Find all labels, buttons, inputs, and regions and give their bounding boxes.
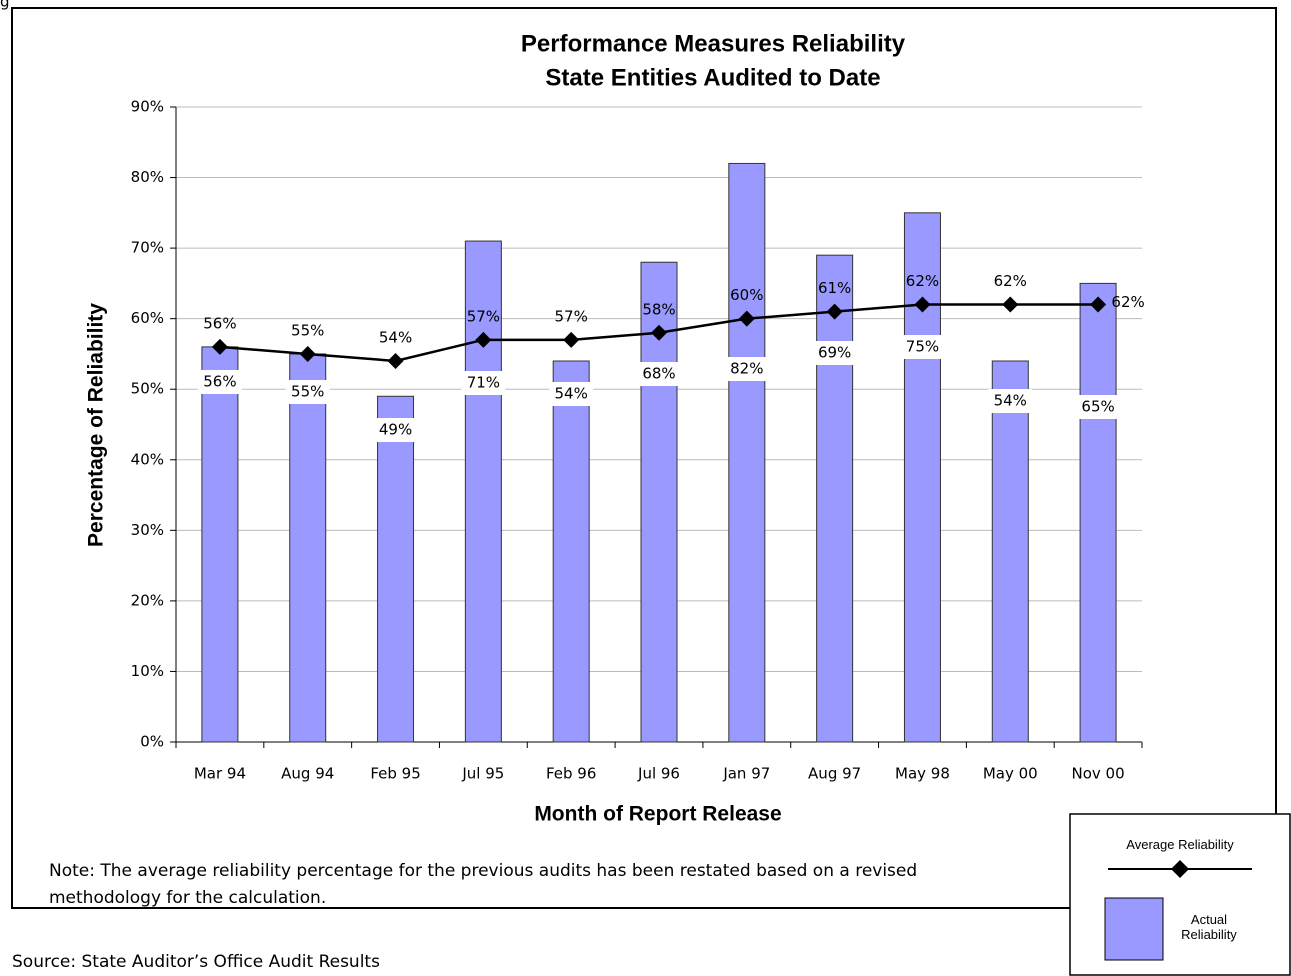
value-label-bg	[285, 380, 330, 404]
value-label: 57%	[467, 307, 500, 325]
chart-title: Performance Measures Reliability	[521, 30, 906, 57]
y-tick-label: 0%	[140, 733, 164, 751]
value-label: 55%	[291, 383, 324, 401]
value-label: 62%	[1111, 293, 1144, 311]
value-label-bg	[637, 362, 681, 386]
value-label-bg	[900, 335, 945, 359]
y-tick-label: 30%	[131, 521, 164, 539]
bar	[464, 240, 502, 743]
value-label-bg	[812, 341, 857, 365]
value-label: 49%	[379, 421, 412, 439]
value-label-bg	[461, 371, 506, 395]
value-label: 56%	[203, 314, 236, 332]
note: Note: The average reliability percentage…	[49, 861, 918, 908]
value-label: 69%	[818, 344, 851, 362]
marker	[1090, 296, 1107, 313]
value-label: 54%	[994, 392, 1027, 410]
value-label: 57%	[555, 307, 588, 325]
bar	[377, 395, 415, 743]
value-label: 71%	[467, 374, 500, 392]
value-label: 55%	[291, 321, 324, 339]
marker	[914, 296, 931, 313]
value-label-bg	[724, 357, 769, 381]
y-tick-label: 70%	[131, 239, 164, 257]
y-tick-label: 20%	[131, 591, 164, 609]
bar	[816, 254, 854, 743]
legend-marker	[1171, 860, 1189, 878]
y-tick-label: 50%	[131, 380, 164, 398]
marker	[563, 331, 580, 348]
bar	[552, 360, 590, 743]
marker	[738, 310, 755, 327]
value-label-bg	[549, 382, 594, 406]
value-label-bg	[373, 418, 418, 442]
marker	[826, 303, 843, 320]
source: Source: State Auditor’s Office Audit Res…	[12, 952, 380, 972]
y-tick-label: 90%	[131, 98, 164, 116]
bar	[201, 346, 239, 743]
bar	[903, 212, 941, 743]
value-label: 58%	[642, 300, 675, 318]
x-tick-label: Jul 95	[461, 765, 504, 783]
y-tick-label: 40%	[131, 450, 164, 468]
legend-label: Average Reliability	[1126, 837, 1234, 852]
value-label: 82%	[730, 360, 763, 378]
x-axis-label: Month of Report Release	[534, 803, 781, 826]
bar	[289, 353, 327, 743]
x-tick-label: Feb 96	[546, 765, 596, 783]
x-tick-label: May 00	[983, 765, 1038, 783]
marker	[299, 345, 316, 362]
bar	[640, 261, 678, 743]
marker	[651, 324, 667, 341]
x-tick-label: Aug 94	[281, 765, 334, 783]
page-fragment: g	[0, 0, 10, 11]
chart-border	[11, 7, 1277, 909]
marker	[387, 353, 404, 369]
value-label: 62%	[906, 272, 939, 290]
bar	[1079, 282, 1117, 743]
value-label: 54%	[379, 329, 412, 347]
value-label: 65%	[1081, 398, 1114, 416]
value-label: 68%	[642, 365, 675, 383]
value-label: 62%	[994, 272, 1027, 290]
value-label: 61%	[818, 279, 851, 297]
value-label-bg	[988, 389, 1033, 413]
x-tick-label: Feb 95	[370, 765, 420, 783]
x-tick-label: Aug 97	[808, 765, 861, 783]
value-label: 56%	[203, 373, 236, 391]
x-tick-label: Jul 96	[637, 765, 680, 783]
y-axis-label: Percentage of Reliability	[85, 303, 108, 547]
y-tick-label: 80%	[131, 168, 164, 186]
marker	[1002, 296, 1019, 313]
x-tick-label: May 98	[895, 765, 950, 783]
y-tick-label: 60%	[131, 309, 164, 327]
legend-label: Actual Reliability	[1181, 912, 1237, 942]
x-tick-label: Nov 00	[1072, 765, 1125, 783]
bar	[728, 162, 766, 743]
value-label-bg	[197, 370, 242, 394]
marker	[475, 331, 492, 348]
value-label: 75%	[906, 338, 939, 356]
x-tick-label: Mar 94	[194, 765, 246, 783]
legend-swatch	[1104, 897, 1164, 961]
marker	[211, 338, 228, 355]
value-label-bg	[1076, 395, 1121, 419]
value-label: 60%	[730, 286, 763, 304]
value-label: 54%	[555, 385, 588, 403]
x-tick-label: Jan 97	[722, 765, 770, 783]
chart-subtitle: State Entities Audited to Date	[545, 64, 880, 91]
bar	[991, 360, 1029, 743]
y-tick-label: 10%	[131, 662, 164, 680]
